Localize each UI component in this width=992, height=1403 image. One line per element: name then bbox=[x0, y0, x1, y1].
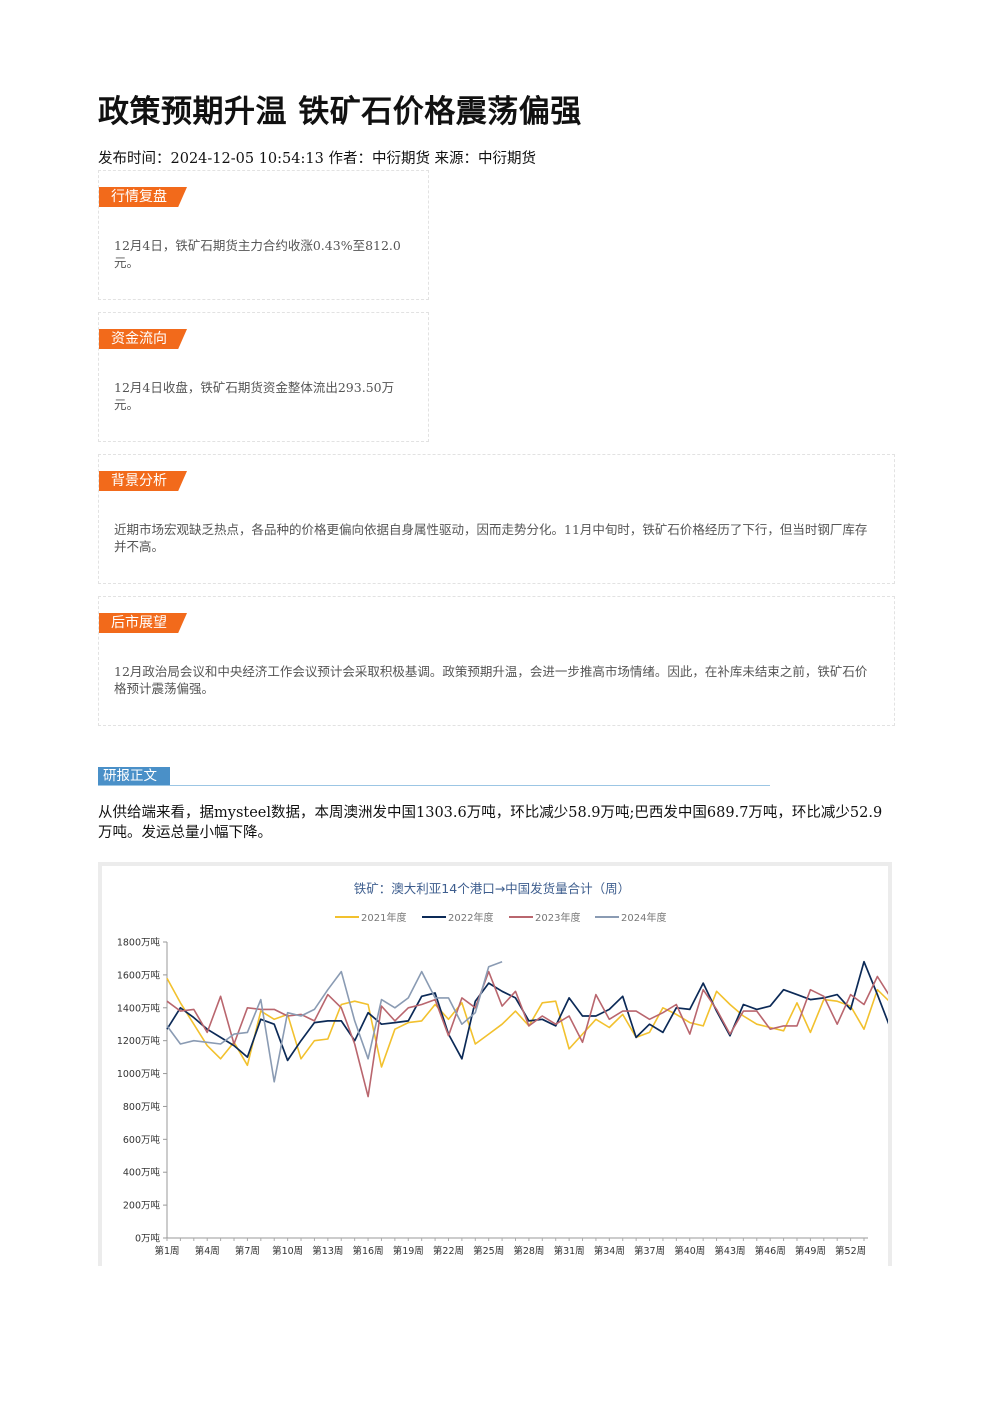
series-line-2023年度 bbox=[166, 970, 905, 1098]
x-tick-label: 第43周 bbox=[714, 1245, 745, 1257]
x-tick-label: 第1周 bbox=[154, 1245, 179, 1257]
x-tick-label: 第49周 bbox=[795, 1245, 826, 1257]
series-line-2021年度 bbox=[166, 977, 905, 1068]
outlook-box: 后市展望 12月政治局会议和中央经济工作会议预计会采取积极基调。政策预期升温，会… bbox=[98, 596, 895, 726]
x-tick-label: 第52周 bbox=[835, 1245, 866, 1257]
y-tick-label: 0万吨 bbox=[135, 1233, 161, 1245]
fund-flow-text: 12月4日收盘，铁矿石期货资金整体流出293.50万元。 bbox=[114, 380, 395, 412]
x-tick-label: 第22周 bbox=[433, 1245, 464, 1257]
y-tick-label: 600万吨 bbox=[123, 1134, 161, 1146]
outlook-tag: 后市展望 bbox=[99, 613, 187, 633]
x-tick-label: 第7周 bbox=[235, 1245, 260, 1257]
x-tick-label: 第34周 bbox=[594, 1245, 625, 1257]
x-axis: 第1周 第4周 第7周 第10周 第13周 第16周 第19周 第22周 第25周 第28周 第31… bbox=[154, 1237, 868, 1257]
x-tick-label: 第31周 bbox=[554, 1245, 585, 1257]
x-tick-label: 第46周 bbox=[755, 1245, 786, 1257]
background-tag: 背景分析 bbox=[99, 471, 187, 491]
x-tick-label: 第25周 bbox=[473, 1245, 504, 1257]
chart-container: 铁矿：澳大利亚14个港口→中国发货量合计（周） 2021年度 2022年度 2023… bbox=[98, 862, 905, 1266]
background-text: 近期市场宏观缺乏热点，各品种的价格更偏向依据自身属性驱动，因而走势分化。11月中… bbox=[114, 522, 868, 554]
fund-flow-box: 资金流向 12月4日收盘，铁矿石期货资金整体流出293.50万元。 bbox=[98, 312, 429, 442]
series-line-2022年度 bbox=[166, 960, 892, 1062]
chart-legend: 2021年度 2022年度 2023年度 2024年度 bbox=[335, 911, 666, 924]
y-tick-label: 1600万吨 bbox=[117, 969, 161, 981]
x-tick-label: 第19周 bbox=[393, 1245, 424, 1257]
market-review-box: 行情复盘 12月4日，铁矿石期货主力合约收涨0.43%至812.0元。 bbox=[98, 170, 429, 300]
y-tick-label: 1200万吨 bbox=[117, 1035, 161, 1047]
y-tick-label: 200万吨 bbox=[123, 1200, 161, 1212]
article-meta: 发布时间：2024-12-05 10:54:13 作者：中衍期货 来源：中衍期货 bbox=[98, 151, 537, 167]
chart-title: 铁矿：澳大利亚14个港口→中国发货量合计（周） bbox=[354, 881, 630, 896]
x-tick-label: 第28周 bbox=[513, 1245, 544, 1257]
report-paragraph: 从供给端来看，据mysteel数据，本周澳洲发中国1303.6万吨，环比减少58… bbox=[98, 805, 883, 841]
x-tick-label: 第40周 bbox=[674, 1245, 705, 1257]
y-tick-label: 400万吨 bbox=[123, 1167, 161, 1179]
background-box: 背景分析 近期市场宏观缺乏热点，各品种的价格更偏向依据自身属性驱动，因而走势分化… bbox=[98, 454, 895, 584]
shipment-line-chart: 铁矿：澳大利亚14个港口→中国发货量合计（周） 2021年度 2022年度 2023… bbox=[117, 881, 905, 1257]
legend-label: 2023年度 bbox=[535, 911, 580, 924]
y-tick-label: 1000万吨 bbox=[117, 1068, 161, 1080]
x-tick-label: 第4周 bbox=[195, 1245, 220, 1257]
series-line-2024年度 bbox=[166, 960, 503, 1083]
market-review-tag: 行情复盘 bbox=[99, 187, 187, 207]
y-tick-label: 1400万吨 bbox=[117, 1002, 161, 1014]
report-body-tag: 研报正文 bbox=[98, 767, 170, 786]
x-tick-label: 第16周 bbox=[353, 1245, 384, 1257]
y-tick-label: 1800万吨 bbox=[117, 937, 161, 949]
market-review-text: 12月4日，铁矿石期货主力合约收涨0.43%至812.0元。 bbox=[114, 238, 401, 270]
plot-area bbox=[166, 960, 905, 1098]
y-tick-label: 800万吨 bbox=[123, 1101, 161, 1113]
x-tick-label: 第37周 bbox=[634, 1245, 665, 1257]
legend-label: 2024年度 bbox=[621, 911, 666, 924]
fund-flow-tag: 资金流向 bbox=[99, 329, 187, 349]
article-title: 政策预期升温 铁矿石价格震荡偏强 bbox=[98, 94, 582, 130]
outlook-text: 12月政治局会议和中央经济工作会议预计会采取积极基调。政策预期升温，会进一步推高… bbox=[114, 664, 868, 696]
y-axis: 0万吨 200万吨 400万吨 600万吨 800万吨 1000万吨 1200万吨 1400万… bbox=[117, 937, 168, 1245]
x-tick-label: 第13周 bbox=[312, 1245, 343, 1257]
legend-label: 2021年度 bbox=[361, 911, 406, 924]
legend-label: 2022年度 bbox=[448, 911, 493, 924]
report-body-divider bbox=[98, 785, 770, 786]
x-tick-label: 第10周 bbox=[272, 1245, 303, 1257]
